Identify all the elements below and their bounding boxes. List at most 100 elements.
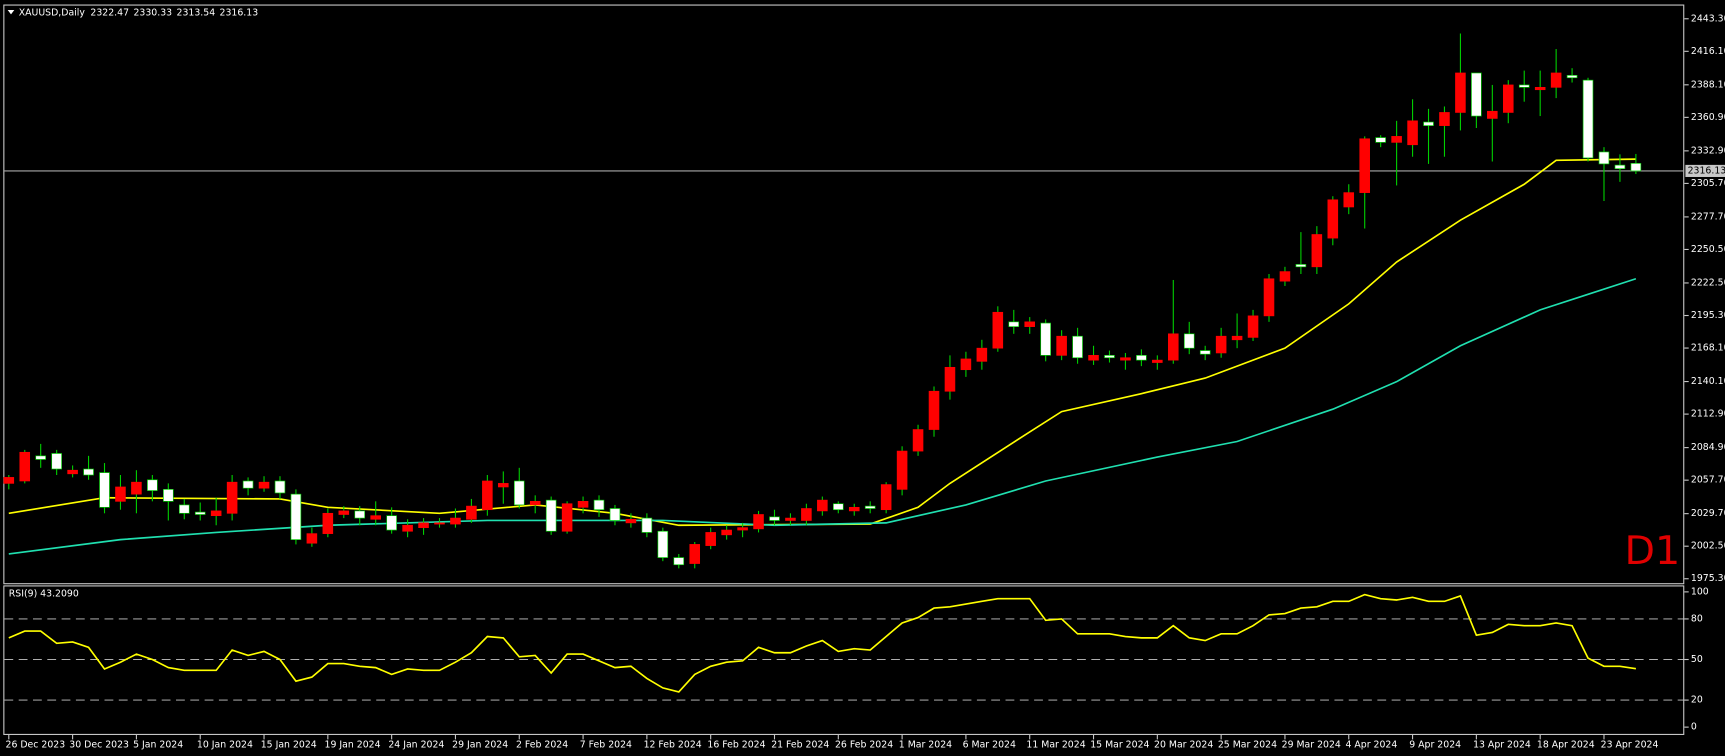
y-tick-label: 20 <box>1691 695 1703 706</box>
y-tick-label: 100 <box>1691 586 1709 597</box>
rsi-title: RSI(9) 43.2090 <box>9 589 79 600</box>
x-tick-label: 15 Mar 2024 <box>1090 739 1149 750</box>
x-tick-label: 16 Feb 2024 <box>707 739 765 750</box>
candle-body <box>354 510 366 519</box>
candle-body <box>1088 355 1099 361</box>
close-display: 2316.13 <box>220 7 259 18</box>
y-tick-label: 2388.10 <box>1691 79 1725 90</box>
y-tick-label: 2360.90 <box>1691 112 1725 123</box>
candle-body <box>99 472 110 508</box>
x-tick-label: 6 Mar 2024 <box>963 739 1016 750</box>
y-tick-label: 2112.90 <box>1691 409 1725 420</box>
candle-body <box>817 499 828 512</box>
x-tick-label: 15 Jan 2024 <box>261 739 317 750</box>
candle-body <box>864 505 876 509</box>
x-tick-label: 24 Jan 2024 <box>388 739 444 750</box>
candle-body <box>833 503 844 511</box>
candle-body <box>673 557 685 566</box>
candle-body <box>960 358 972 371</box>
candle-body <box>3 477 15 484</box>
timeframe-label: D1 <box>1625 528 1681 574</box>
x-tick-label: 1 Mar 2024 <box>899 739 952 750</box>
x-tick-label: 11 Mar 2024 <box>1026 739 1085 750</box>
x-tick-label: 20 Mar 2024 <box>1154 739 1213 750</box>
candle-body <box>498 483 509 488</box>
candle-body <box>1311 234 1323 268</box>
candle-body <box>226 481 238 514</box>
candle-body <box>386 515 397 531</box>
candle-body <box>944 366 956 392</box>
x-tick-label: 19 Jan 2024 <box>325 739 381 750</box>
candle-body <box>912 429 924 452</box>
y-tick-label: 0 <box>1691 722 1697 733</box>
menu-arrow[interactable] <box>7 10 15 15</box>
candle-body <box>689 544 701 564</box>
y-tick-label: 1975.30 <box>1691 573 1725 584</box>
candle-body <box>721 529 732 536</box>
x-tick-label: 25 Mar 2024 <box>1218 739 1277 750</box>
candle-body <box>1614 164 1626 170</box>
x-tick-label: 30 Dec 2023 <box>69 739 129 750</box>
candle-body <box>482 480 493 511</box>
candle-body <box>593 499 605 511</box>
y-tick-label: 2443.30 <box>1691 13 1725 24</box>
candle-body <box>1247 315 1259 338</box>
symbol: XAUUSD,Daily <box>19 7 86 18</box>
candle-body <box>1487 110 1498 119</box>
candle-body <box>848 506 860 512</box>
candle-body <box>370 515 381 520</box>
candle-body <box>1582 79 1594 159</box>
x-tick-label: 2 Feb 2024 <box>516 739 568 750</box>
price-header: XAUUSD,Daily 2322.47 2330.33 2313.54 2316.13 <box>19 7 259 18</box>
x-tick-label: 13 Apr 2024 <box>1473 739 1531 750</box>
candle-body <box>1630 163 1642 172</box>
candle-body <box>1375 137 1386 143</box>
candle-body <box>466 505 477 520</box>
candle-body <box>258 481 270 489</box>
candle-body <box>115 486 126 502</box>
candle-body <box>1534 87 1546 91</box>
high-display: 2330.33 <box>133 7 172 18</box>
candle-body <box>609 508 621 521</box>
candle-body <box>1598 151 1610 165</box>
candle-body <box>450 517 461 525</box>
candle-body <box>657 530 669 558</box>
y-tick-label: 2250.50 <box>1691 244 1725 255</box>
candle-body <box>880 484 892 511</box>
candle-body <box>928 390 940 430</box>
candle-body <box>35 455 46 460</box>
y-tick-label: 2416.10 <box>1691 46 1725 57</box>
candle-body <box>1231 335 1243 341</box>
candle-body <box>1550 72 1562 88</box>
candle-body <box>1215 335 1227 354</box>
candle-body <box>274 480 286 494</box>
candle-body <box>1343 192 1355 208</box>
candle-body <box>705 532 716 546</box>
candle-body <box>1104 355 1115 359</box>
candle-body <box>1056 335 1067 356</box>
y-tick-label: 2195.30 <box>1691 310 1725 321</box>
candle-body <box>1072 335 1083 359</box>
candle-body <box>1518 84 1530 88</box>
x-tick-label: 12 Feb 2024 <box>644 739 702 750</box>
candle-body <box>801 508 812 521</box>
price-panel-frame <box>3 4 1685 585</box>
candle-body <box>1040 322 1051 356</box>
y-tick-label: 2140.10 <box>1691 376 1725 387</box>
candle-body <box>1199 350 1211 355</box>
y-tick-label: 2332.90 <box>1691 145 1725 156</box>
candle-body <box>1502 84 1514 113</box>
candle-body <box>1423 121 1434 126</box>
y-tick-label: 2002.50 <box>1691 541 1725 552</box>
candle-body <box>242 480 254 489</box>
y-tick-label: 2029.70 <box>1691 508 1725 519</box>
candle-body <box>290 493 302 540</box>
candle-body <box>1136 355 1147 361</box>
candle-body <box>1168 333 1179 361</box>
candle-body <box>737 527 748 531</box>
candle-body <box>1152 359 1163 363</box>
y-tick-label: 2057.70 <box>1691 475 1725 486</box>
